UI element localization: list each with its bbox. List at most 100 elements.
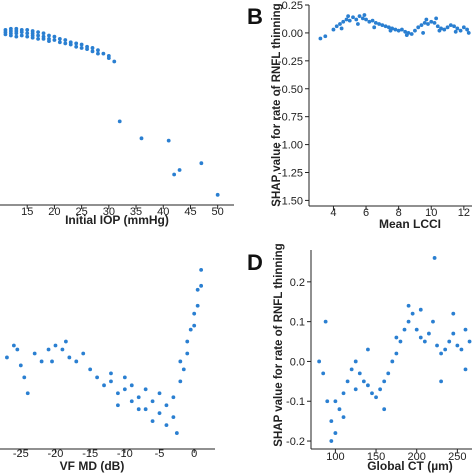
data-point: [394, 351, 399, 356]
data-point: [116, 403, 120, 408]
data-point: [463, 367, 468, 372]
panel-a: 15 20 25 30 35 40 45 50 Initial IOP (mmHg): [0, 26, 234, 227]
data-point: [18, 363, 23, 368]
x-tick-label: 30: [103, 206, 115, 218]
y-axis-label: SHAP value for rate of RNFL thinning: [273, 243, 285, 446]
data-point: [329, 419, 334, 424]
data-point: [178, 359, 183, 364]
data-point: [116, 391, 120, 396]
data-point: [353, 359, 358, 364]
data-point: [88, 367, 93, 372]
panel-d: 100 150 200 250 0.2 0.1 0.0 -0.1 -0.2 Global CT (…: [247, 243, 472, 473]
data-point: [143, 407, 148, 412]
x-tick-label: 20: [48, 206, 60, 218]
data-point: [79, 46, 84, 50]
x-tick-label: 25: [76, 206, 88, 218]
data-point: [333, 431, 338, 435]
data-point: [431, 319, 435, 324]
data-point: [178, 379, 183, 384]
data-point: [150, 419, 155, 424]
data-point: [41, 36, 46, 41]
x-tick-label: -15: [82, 448, 98, 460]
data-point: [467, 339, 472, 344]
data-point: [52, 38, 57, 42]
data-point: [443, 347, 448, 352]
data-point: [19, 30, 24, 35]
data-point: [347, 18, 352, 23]
data-point: [427, 331, 431, 336]
data-point: [434, 16, 439, 21]
data-point: [63, 339, 68, 344]
data-point: [50, 359, 54, 364]
data-point: [341, 391, 346, 396]
data-point: [188, 327, 193, 332]
data-point: [39, 359, 44, 364]
data-point: [195, 303, 200, 308]
data-point: [406, 319, 411, 324]
data-point: [317, 359, 322, 364]
data-point: [345, 379, 350, 384]
x-tick-label: -25: [13, 448, 29, 460]
data-point: [171, 395, 176, 400]
data-point: [177, 168, 182, 172]
data-point: [356, 22, 360, 26]
x-tick-label: 150: [367, 451, 385, 463]
data-point: [136, 395, 141, 400]
data-point: [117, 119, 122, 124]
panel-b: 4 6 8 10 12 0.25 0.00 -0.25 -0.50 -0.75 -1.00 -1.25…: [247, 0, 472, 231]
data-point: [349, 367, 354, 372]
x-tick-label: 15: [21, 206, 33, 218]
data-point: [181, 367, 186, 372]
data-point: [344, 17, 349, 22]
x-axis-label: Initial IOP (mmHg): [65, 213, 169, 227]
data-point: [341, 415, 346, 420]
data-point: [323, 319, 328, 324]
data-point: [157, 411, 162, 416]
data-point: [329, 439, 334, 443]
x-tick-label: 10: [425, 207, 437, 219]
data-point: [81, 351, 86, 356]
data-point: [47, 39, 51, 44]
data-point: [382, 379, 387, 384]
x-tick-label: 100: [326, 451, 344, 463]
data-point: [373, 20, 378, 25]
data-point: [424, 17, 429, 22]
data-point: [418, 335, 423, 340]
data-point: [79, 42, 84, 47]
x-tick-label: -20: [48, 448, 64, 460]
x-tick-label: 250: [448, 451, 466, 463]
data-point: [386, 371, 391, 376]
data-point: [25, 391, 30, 396]
data-point: [421, 31, 425, 35]
data-point: [109, 379, 113, 384]
data-point: [422, 20, 427, 25]
x-tick-label: 40: [157, 206, 169, 218]
data-point: [382, 407, 387, 412]
data-point: [60, 347, 65, 352]
data-point: [318, 36, 323, 41]
data-point: [432, 256, 437, 260]
data-point: [19, 33, 24, 38]
data-point: [67, 355, 72, 360]
data-points: [318, 13, 471, 41]
data-point: [90, 46, 95, 50]
data-point: [337, 407, 342, 412]
data-point: [36, 30, 40, 35]
data-point: [129, 399, 134, 404]
data-point: [435, 343, 439, 348]
data-point: [364, 17, 368, 22]
data-point: [101, 51, 106, 56]
data-point: [374, 395, 378, 400]
data-point: [341, 19, 346, 24]
data-point: [357, 371, 362, 376]
data-point: [451, 311, 456, 316]
data-point: [174, 431, 179, 435]
data-point: [36, 36, 40, 41]
y-tick-label: -0.1: [286, 396, 305, 408]
data-point: [333, 399, 338, 404]
data-point: [465, 27, 470, 32]
data-point: [112, 59, 117, 64]
x-tick-label: 50: [212, 206, 224, 218]
data-point: [404, 33, 409, 38]
